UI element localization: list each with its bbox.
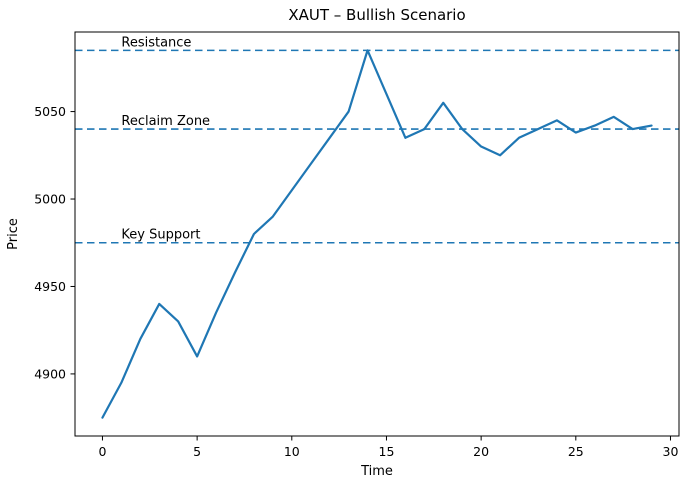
y-tick-label: 4950 (34, 279, 66, 294)
price-line (101, 49, 653, 419)
x-tick-label: 0 (98, 444, 106, 459)
x-tick-label: 10 (284, 444, 300, 459)
x-tick-label: 20 (473, 444, 489, 459)
y-tick-label: 5000 (34, 192, 66, 207)
x-tick-label: 30 (663, 444, 679, 459)
plot-border (74, 31, 680, 437)
y-tick-label: 4900 (34, 366, 66, 381)
y-tick-label: 5050 (34, 104, 66, 119)
x-axis-label: Time (361, 464, 393, 479)
hline-label-key-support: Key Support (121, 228, 200, 243)
x-tick-label: 5 (193, 444, 201, 459)
hline-label-resistance: Resistance (121, 35, 191, 50)
chart-title: XAUT – Bullish Scenario (288, 6, 466, 24)
hline-label-reclaim-zone: Reclaim Zone (121, 114, 210, 129)
x-tick-label: 15 (379, 444, 395, 459)
x-tick-label: 25 (568, 444, 584, 459)
